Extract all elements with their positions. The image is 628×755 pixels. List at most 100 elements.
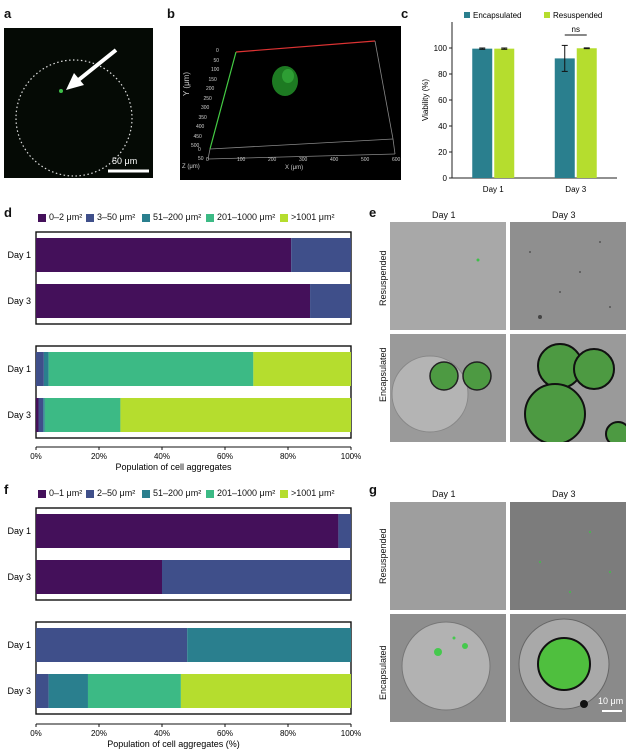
legend-item: >1001 μm² — [280, 212, 334, 222]
x-axis-label: Population of cell aggregates — [115, 462, 232, 472]
y-tick-label: 20 — [438, 148, 447, 157]
x-tick-label: 100% — [341, 729, 361, 738]
frame-z-right — [392, 138, 396, 155]
axis-x-tick: 200 — [268, 157, 277, 163]
legend-swatch — [86, 489, 94, 498]
x-tick-label: 20% — [91, 729, 107, 738]
x-tick-label: 100% — [341, 452, 361, 461]
cell-dot — [59, 89, 63, 93]
y-axis-label: Viability (%) — [421, 79, 430, 121]
e-encapsulated-day1 — [390, 334, 506, 442]
axis-y-tick: 0 — [216, 48, 219, 54]
axis-y-tick: 500 — [191, 143, 200, 149]
bar-segment — [253, 352, 351, 386]
row-label: Day 3 — [7, 686, 31, 696]
viability-chart: 0 20 40 60 80 100 Viability (%) Day 1 Day 3 ns Enc… — [421, 11, 617, 194]
panel-letter-b: b — [167, 6, 175, 21]
x-axis-label: Population of cell aggregates (%) — [107, 739, 240, 749]
panel-letter-a: a — [4, 6, 12, 21]
axis-x-tick: 400 — [330, 157, 339, 163]
g-col-day3: Day 3 — [552, 489, 576, 499]
aggregate-size-chart-d: Day 1 Day 3 Day 1 Day 3 0% 20% 40% 60% 80% 100% Po… — [7, 231, 361, 472]
axis-x-tick: 600 — [392, 157, 401, 163]
legend-swatch — [280, 213, 288, 222]
legend-label: 51–200 μm² — [153, 212, 202, 222]
legend-swatch — [142, 213, 150, 222]
legend-item: 51–200 μm² — [142, 488, 201, 498]
axis-y-tick: 150 — [208, 76, 217, 83]
legend-swatch — [206, 213, 214, 222]
e-row-encapsulated: Encapsulated — [378, 347, 388, 402]
axis-y-tick: 200 — [206, 86, 215, 92]
bar-segment — [36, 674, 49, 708]
bar-segment — [338, 514, 351, 548]
bar — [554, 58, 575, 178]
bar-segment — [36, 560, 162, 594]
cell-aggregate-highlight — [282, 69, 294, 83]
e-encapsulated-day3 — [510, 334, 626, 442]
row-label: Day 1 — [7, 526, 31, 536]
bar — [494, 48, 515, 179]
legend-item: 51–200 μm² — [142, 212, 201, 222]
legend-swatch — [38, 489, 46, 498]
legend-item: 0–1 μm² — [38, 488, 82, 498]
x-axis-top-line — [235, 40, 376, 53]
legend-item: 201–1000 μm² — [206, 488, 275, 498]
frame-right — [374, 40, 394, 140]
legend-item: 2–50 μm² — [86, 488, 135, 498]
bar-segment — [310, 284, 351, 318]
legend-label: >1001 μm² — [291, 212, 335, 222]
y-tick-label: 80 — [438, 70, 447, 79]
axis-y-tick: 300 — [201, 105, 210, 111]
bar-segment — [43, 352, 49, 386]
legend-d: 0–2 μm² 3–50 μm² 51–200 μm² 201–1000 μm² >10… — [38, 212, 358, 226]
row-label: Day 1 — [7, 250, 31, 260]
e-col-day3: Day 3 — [552, 210, 576, 220]
ns-annotation: ns — [572, 25, 580, 34]
axis-y-tick: 450 — [193, 133, 202, 140]
legend-swatch — [142, 489, 150, 498]
legend-item: 201–1000 μm² — [206, 212, 275, 222]
axis-y-tick: 400 — [196, 124, 205, 130]
axis-z-tick: 50 — [198, 156, 204, 162]
axis-y-tick: 100 — [211, 67, 220, 73]
y-tick-label: 100 — [434, 44, 448, 53]
legend-label: 0–1 μm² — [49, 488, 83, 498]
panel-letter-g: g — [369, 482, 377, 497]
bar-segment — [38, 398, 44, 432]
axis-x-tick: 300 — [299, 157, 308, 163]
x-tick-label: 0% — [30, 729, 42, 738]
legend-label: >1001 μm² — [291, 488, 335, 498]
legend-label: Resuspended — [553, 11, 602, 20]
bar — [576, 48, 597, 179]
x-tick-label: 60% — [217, 729, 233, 738]
legend-swatch — [544, 12, 550, 18]
bar-segment — [44, 398, 121, 432]
axis-z-label: Z (μm) — [182, 164, 200, 170]
legend-label: 3–50 μm² — [97, 212, 136, 222]
legend-f: 0–1 μm² 2–50 μm² 51–200 μm² 201–1000 μm² >10… — [38, 488, 358, 502]
bar-segment — [36, 628, 188, 662]
frame-z-left — [207, 148, 211, 160]
legend-label: 2–50 μm² — [97, 488, 136, 498]
x-tick-label: 80% — [280, 452, 296, 461]
legend-swatch — [464, 12, 470, 18]
bar-segment — [43, 398, 45, 432]
x-tick-label: 20% — [91, 452, 107, 461]
axis-x-tick: 0 — [206, 157, 209, 163]
panel-a-svg — [15, 48, 149, 177]
g-row-encapsulated: Encapsulated — [378, 645, 388, 700]
axis-x-tick: 500 — [361, 157, 370, 163]
bar-segment — [48, 674, 88, 708]
e-resuspended-day3 — [510, 222, 626, 330]
panel-letter-d: d — [4, 205, 12, 220]
g-row-resuspended: Resuspended — [378, 528, 388, 584]
legend-item: 0–2 μm² — [38, 212, 82, 222]
scale-bar-label: 50 μm — [112, 156, 138, 166]
row-label: Day 3 — [7, 296, 31, 306]
axis-y-tick: 350 — [198, 114, 207, 121]
legend-swatch — [206, 489, 214, 498]
x-tick-label: 60% — [217, 452, 233, 461]
legend-item: >1001 μm² — [280, 488, 334, 498]
row-label: Day 1 — [7, 640, 31, 650]
